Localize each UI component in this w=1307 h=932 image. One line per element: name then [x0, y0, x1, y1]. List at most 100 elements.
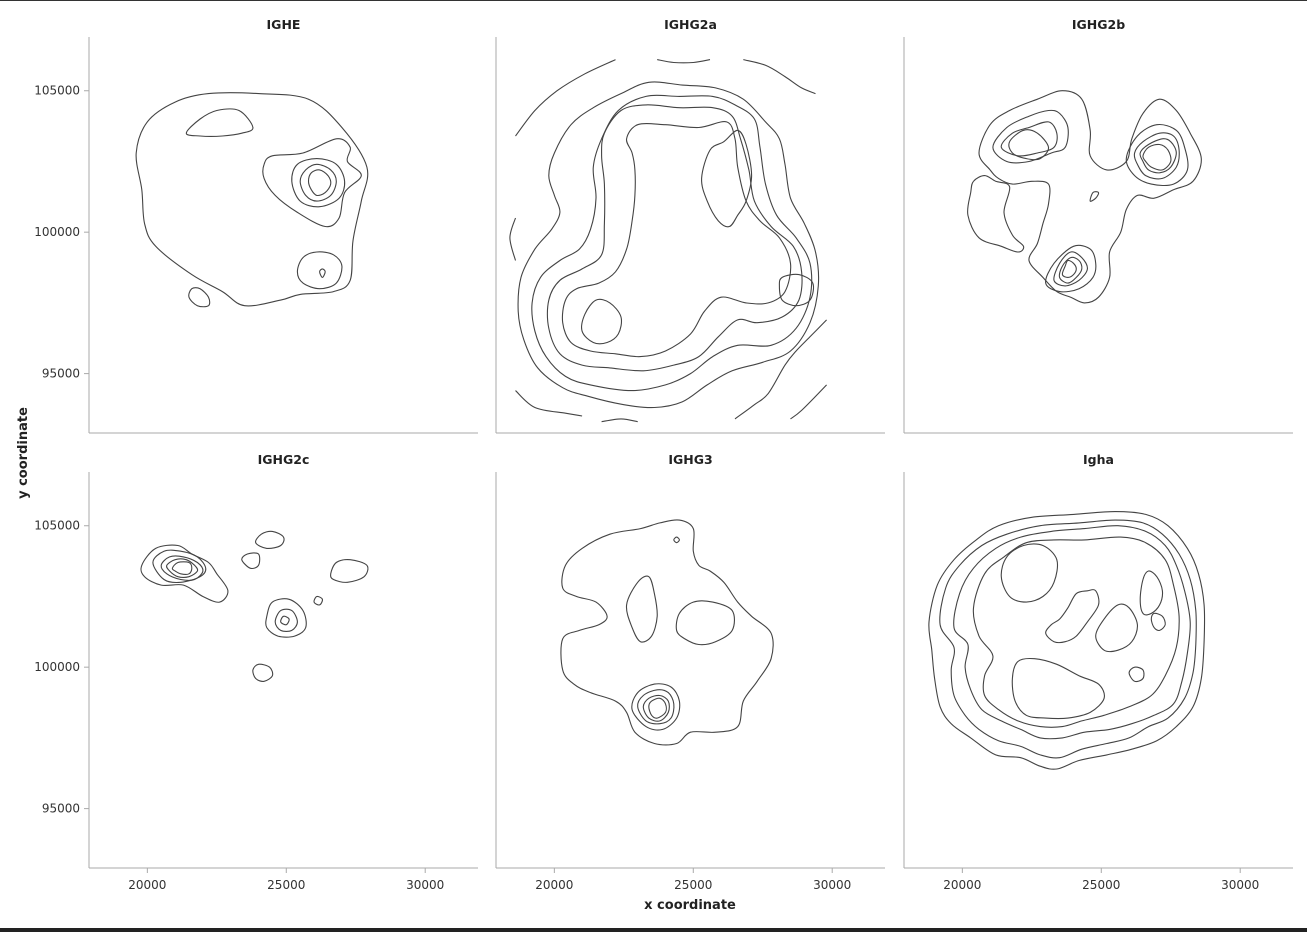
contour-line — [972, 536, 1180, 728]
contour-line — [560, 519, 774, 746]
panel-title: IGHG2c — [258, 452, 310, 467]
y-tick-label: 100000 — [34, 225, 80, 239]
contour-line — [1011, 657, 1105, 720]
panel-title: Igha — [1083, 452, 1114, 467]
contour-line — [274, 608, 298, 632]
contour-line — [625, 575, 658, 643]
y-tick-label: 95000 — [42, 367, 80, 381]
contour-line — [291, 158, 346, 208]
y-tick-label: 100000 — [34, 660, 80, 674]
top-border — [0, 0, 1307, 1]
contour-line — [657, 59, 711, 64]
contour-line — [992, 109, 1069, 164]
contour-line — [790, 384, 827, 420]
contour-line — [307, 169, 332, 197]
x-tick-label: 20000 — [535, 878, 573, 892]
facet-panel-1: IGHE 95000 100000 105000 — [34, 17, 478, 434]
contour-line — [517, 81, 820, 409]
panel-title: IGHG2a — [664, 17, 717, 32]
contour-line — [743, 59, 816, 95]
contour-line — [675, 600, 735, 646]
contour-line — [561, 121, 792, 358]
contour-line — [701, 129, 753, 228]
facet-panel-4: IGHG2c 95000 100000 105000 20000 25000 30000 — [34, 452, 478, 892]
x-tick-label: 25000 — [1082, 878, 1120, 892]
contour-line — [330, 559, 369, 583]
contour-line — [546, 104, 803, 372]
x-tick-label: 30000 — [1221, 878, 1259, 892]
contour-line — [734, 319, 827, 420]
contour-line — [1058, 256, 1083, 284]
contour-line — [515, 59, 616, 137]
panel-title: IGHE — [267, 17, 301, 32]
contour-line — [1139, 570, 1164, 616]
contour-line — [953, 525, 1191, 740]
x-tick-label: 30000 — [813, 878, 851, 892]
y-axis-title: y coordinate — [16, 407, 31, 499]
facet-panel-2: IGHG2a — [495, 17, 885, 434]
contour-line — [778, 273, 815, 307]
contour-line — [515, 390, 583, 417]
contour-line — [928, 511, 1206, 770]
contour-line — [1142, 143, 1172, 171]
contour-line — [1008, 129, 1050, 161]
contour-line — [319, 268, 326, 278]
contour-line — [631, 683, 681, 731]
contour-line — [939, 519, 1197, 759]
contour-line — [601, 418, 638, 423]
x-tick-label: 25000 — [674, 878, 712, 892]
contour-line — [1095, 603, 1138, 653]
contour-line — [978, 90, 1202, 304]
contour-line — [509, 217, 517, 261]
contour-line — [188, 287, 211, 308]
contour-line — [1045, 589, 1100, 644]
facet-panel-6: Igha 20000 25000 30000 — [903, 452, 1293, 892]
contour-line — [185, 108, 254, 137]
contour-line — [241, 552, 261, 570]
contour-line — [1125, 123, 1189, 187]
contour-line — [152, 549, 207, 584]
contour-line — [166, 558, 199, 578]
contour-line — [1061, 259, 1077, 278]
panel-title: IGHG3 — [668, 452, 712, 467]
contour-line — [1128, 666, 1145, 683]
contour-line — [1045, 244, 1097, 293]
contour-line — [1133, 132, 1180, 180]
contour-line — [140, 544, 229, 603]
contour-line — [255, 530, 285, 550]
contour-line — [531, 94, 813, 392]
contour-line — [1000, 121, 1058, 157]
contour-line — [642, 694, 670, 722]
contour-line — [262, 138, 362, 228]
x-tick-label: 30000 — [406, 878, 444, 892]
bottom-border — [0, 928, 1307, 932]
contour-line — [1000, 543, 1059, 603]
contour-line — [1053, 251, 1088, 287]
contour-line — [296, 251, 343, 290]
contour-line — [1139, 138, 1177, 174]
y-tick-label: 105000 — [34, 519, 80, 533]
panel-title: IGHG2b — [1072, 17, 1125, 32]
contour-line — [135, 92, 369, 307]
contour-line — [581, 298, 623, 345]
contour-line — [313, 595, 324, 606]
contour-line — [648, 697, 667, 719]
contour-line — [160, 555, 204, 581]
x-tick-label: 20000 — [943, 878, 981, 892]
facet-panels: IGHE 95000 100000 105000 IGHG2a IGHG2b IGHG2c 9… — [34, 17, 1293, 892]
contour-line — [673, 536, 680, 544]
contour-line — [637, 689, 675, 725]
contour-line — [171, 561, 193, 575]
contour-line — [1089, 191, 1100, 202]
contour-line — [280, 615, 290, 626]
y-tick-label: 105000 — [34, 84, 80, 98]
y-tick-label: 95000 — [42, 802, 80, 816]
contour-line — [299, 163, 337, 202]
facet-panel-5: IGHG3 20000 25000 30000 — [495, 452, 885, 892]
x-tick-label: 25000 — [267, 878, 305, 892]
contour-line — [252, 663, 274, 682]
facet-panel-3: IGHG2b — [903, 17, 1293, 434]
contour-line — [265, 598, 307, 638]
x-axis-title: x coordinate — [644, 898, 736, 913]
